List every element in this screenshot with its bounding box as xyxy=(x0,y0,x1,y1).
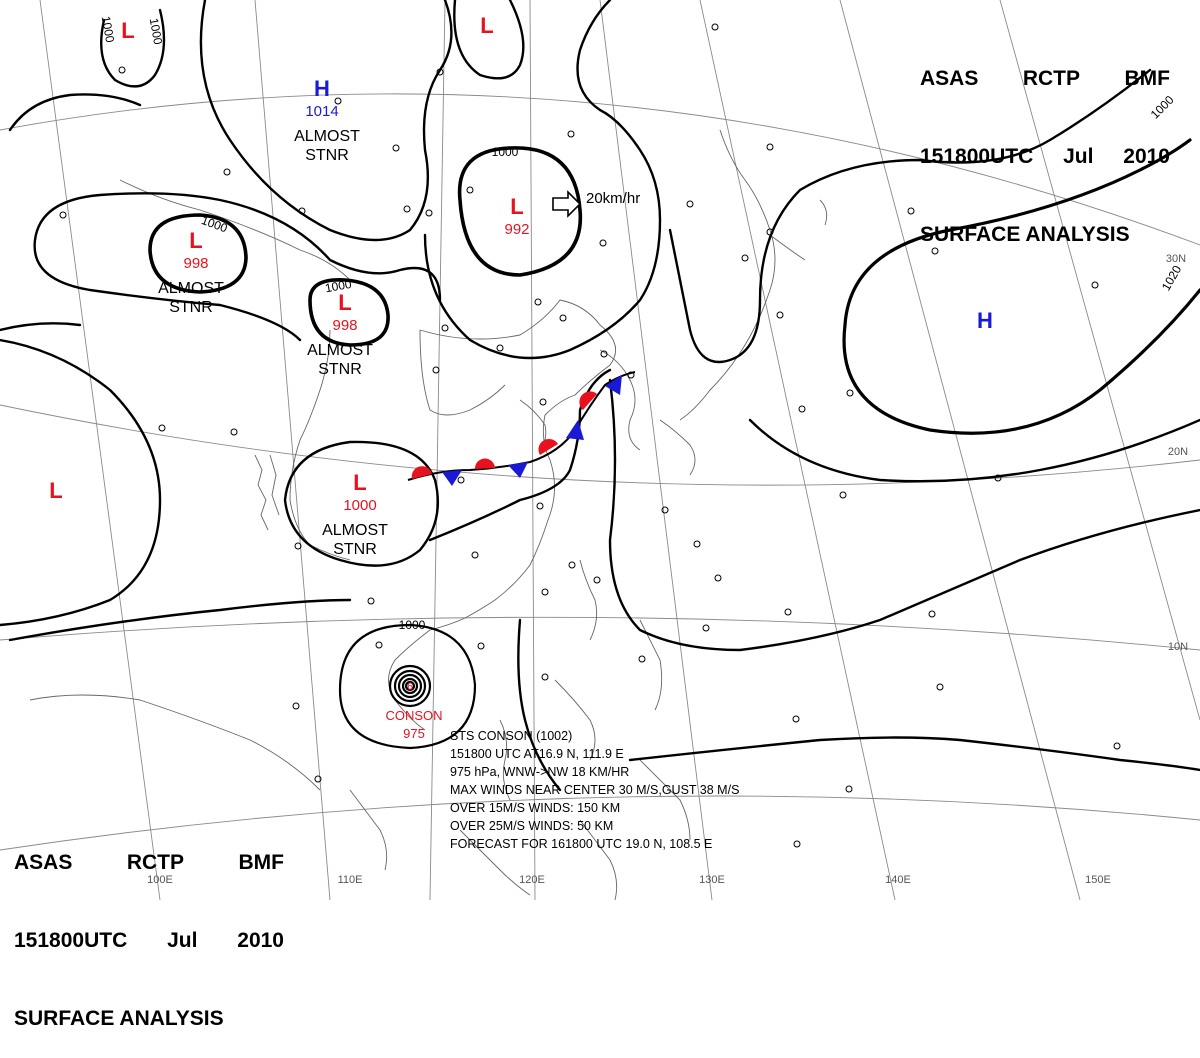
typhoon-isobars xyxy=(388,664,432,708)
isobar-label: 1000 xyxy=(99,15,117,44)
code-text: BMF xyxy=(238,851,285,874)
isobar-label: 1000 xyxy=(147,17,165,46)
station-text: RCTP xyxy=(126,851,185,874)
typhoon-center-digit: 6 xyxy=(407,681,413,693)
warm-front-symbol xyxy=(411,466,432,479)
motion-arrow xyxy=(552,190,582,218)
low-center-symbol: L xyxy=(353,470,366,495)
time-text: 151800UTC xyxy=(920,145,1034,168)
time-text: 151800UTC xyxy=(14,929,128,952)
cold-front-symbol xyxy=(508,462,528,478)
motion-speed-label: 20km/hr xyxy=(586,190,640,207)
typhoon-info-line: FORECAST FOR 161800 UTC 19.0 N, 108.5 E xyxy=(450,837,713,851)
longitude-label: 120E xyxy=(519,874,545,886)
cold-front-symbol xyxy=(442,470,462,486)
warm-front-symbol xyxy=(474,458,495,469)
year-text: 2010 xyxy=(1123,145,1170,168)
time-line: 151800UTC Jul 2010 xyxy=(920,144,1170,170)
year-text: 2010 xyxy=(237,929,284,952)
center-pressure-value: 1014 xyxy=(305,103,338,120)
product-title: SURFACE ANALYSIS xyxy=(14,1007,224,1030)
typhoon-name: CONSON xyxy=(385,708,442,723)
latitude-label: 20N xyxy=(1168,446,1188,458)
center-status-label: ALMOST xyxy=(294,128,360,145)
center-status-label: ALMOST xyxy=(158,280,224,297)
isobar-label: 1000 xyxy=(492,145,519,159)
latitude-label: 30N xyxy=(1166,253,1186,265)
agency-line: ASAS RCTP BMF xyxy=(920,66,1170,92)
typhoon-info-line: STS CONSON (1002) xyxy=(450,729,573,743)
typhoon-info-line: OVER 15M/S WINDS: 150 KM xyxy=(450,801,621,815)
header-top-right: ASAS RCTP BMF 151800UTC Jul 2010 SURFACE… xyxy=(920,14,1170,274)
typhoon-pressure: 975 xyxy=(403,726,425,741)
center-status-label: STNR xyxy=(318,361,362,378)
coastlines xyxy=(29,129,828,900)
weather-map: L L H 1014 ALMOST STNR L 998 ALMOST STNR L 998 ALMOS… xyxy=(0,0,1200,900)
low-center-symbol: L xyxy=(338,290,351,315)
code-text: BMF xyxy=(1124,67,1171,90)
center-status-label: STNR xyxy=(305,147,349,164)
center-status-label: STNR xyxy=(169,299,213,316)
center-pressure-value: 998 xyxy=(183,255,208,272)
agency-text: ASAS xyxy=(920,67,979,90)
month-text: Jul xyxy=(1063,145,1094,168)
low-center-symbol: L xyxy=(121,18,134,43)
product-title: SURFACE ANALYSIS xyxy=(920,223,1130,246)
low-center-symbol: L xyxy=(49,478,62,503)
stationary-front xyxy=(407,371,636,486)
center-status-label: STNR xyxy=(333,541,377,558)
graticule-parallels xyxy=(0,93,1200,851)
longitude-label: 110E xyxy=(338,874,363,886)
typhoon-info-line: OVER 25M/S WINDS: 50 KM xyxy=(450,819,614,833)
longitude-label: 130E xyxy=(699,874,725,886)
high-center-symbol: H xyxy=(314,76,330,101)
isobar-label: 1000 xyxy=(324,277,353,295)
high-center-symbol: H xyxy=(977,308,993,333)
longitude-label: 150E xyxy=(1085,874,1111,886)
low-center-symbol: L xyxy=(510,194,523,219)
latitude-label: 10N xyxy=(1168,641,1188,653)
cold-front-symbol xyxy=(566,420,584,440)
cold-front-symbol xyxy=(605,375,622,395)
center-pressure-value: 992 xyxy=(504,221,529,238)
warm-front-symbol xyxy=(538,438,558,455)
agency-text: ASAS xyxy=(14,851,73,874)
typhoon-info-line: MAX WINDS NEAR CENTER 30 M/S,GUST 38 M/S xyxy=(450,783,740,797)
warm-front-symbol xyxy=(579,391,597,410)
header-bottom-left: ASAS RCTP BMF 151800UTC Jul 2010 SURFACE… xyxy=(14,798,284,1058)
month-text: Jul xyxy=(167,929,198,952)
low-center-symbol: L xyxy=(189,228,202,253)
typhoon-info-line: 975 hPa, WNW->NW 18 KM/HR xyxy=(450,765,630,779)
center-status-label: ALMOST xyxy=(322,522,388,539)
center-pressure-value: 1000 xyxy=(343,497,376,514)
station-plots xyxy=(59,23,1121,848)
agency-line: ASAS RCTP BMF xyxy=(14,850,284,876)
typhoon-info-block: STS CONSON (1002) 151800 UTC AT16.9 N, 1… xyxy=(450,727,739,853)
low-center-symbol: L xyxy=(480,13,493,38)
center-status-label: ALMOST xyxy=(307,342,373,359)
longitude-label: 100E xyxy=(147,874,173,886)
typhoon-info-line: 151800 UTC AT16.9 N, 111.9 E xyxy=(450,747,624,761)
longitude-label: 140E xyxy=(885,874,911,886)
station-text: RCTP xyxy=(1022,67,1081,90)
center-pressure-value: 998 xyxy=(332,317,357,334)
time-line: 151800UTC Jul 2010 xyxy=(14,928,284,954)
isobar-label: 1000 xyxy=(399,618,426,632)
